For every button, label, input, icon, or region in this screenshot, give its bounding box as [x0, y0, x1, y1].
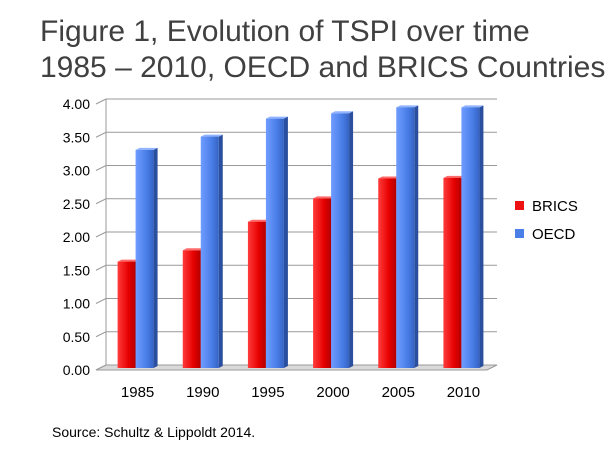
bar-brics-1995: [247, 221, 266, 368]
y-tick-label: 0.50: [63, 329, 90, 345]
bar-top-oecd: [396, 105, 419, 108]
legend-label-brics: BRICS: [532, 198, 578, 215]
bar-top-brics: [313, 196, 336, 199]
x-tick-label: 2010: [447, 384, 480, 401]
y-tick-label: 0.00: [63, 362, 90, 378]
gridline-slant: [95, 165, 107, 171]
bar-side-oecd: [283, 116, 288, 368]
bar-side-oecd: [479, 105, 484, 368]
bar-side-oecd: [153, 147, 158, 368]
legend-label-oecd: OECD: [532, 226, 576, 243]
x-tick-label: 2005: [382, 384, 415, 401]
bar-top-oecd: [135, 147, 158, 150]
bar-side-oecd: [218, 134, 223, 368]
bar-top-oecd: [331, 111, 354, 114]
y-tick-label: 2.00: [63, 229, 90, 245]
bar-top-brics: [117, 259, 140, 262]
bar-side-oecd: [349, 111, 354, 368]
bar-top-oecd: [265, 116, 288, 119]
legend-swatch-oecd: [515, 229, 524, 238]
gridline-slant: [95, 264, 107, 271]
tick-labels: 0.00 0.50 1.00 1.50 2.00 2.50 3.00 3.50 4.00 1985…: [63, 96, 480, 401]
y-tick-label: 4.00: [63, 96, 90, 112]
bar-brics-2010: [443, 177, 462, 368]
bar-top-brics: [247, 219, 270, 222]
bar-top-oecd: [461, 105, 484, 108]
gridline-slant: [95, 131, 107, 138]
bar-oecd-1985: [135, 149, 154, 368]
bar-brics-1990: [182, 250, 201, 368]
chart-title-line-2: 1985 – 2010, OECD and BRICS Countries: [40, 51, 606, 84]
chart-title: Figure 1, Evolution of TSPI over time 19…: [40, 14, 606, 86]
bar-top-brics: [443, 175, 466, 178]
x-tick-label: 1990: [186, 384, 219, 401]
y-tick-label: 1.00: [63, 296, 90, 312]
legend-swatch-brics: [515, 201, 524, 210]
bar-oecd-2010: [461, 107, 480, 368]
bar-top-oecd: [200, 134, 223, 137]
y-tick-label: 3.50: [63, 129, 90, 145]
x-tick-label: 1985: [121, 384, 154, 401]
bar-oecd-2005: [396, 107, 415, 368]
y-tick-label: 1.50: [63, 262, 90, 278]
bar-oecd-1995: [265, 118, 284, 368]
x-tick-label: 2000: [316, 384, 349, 401]
gridline-slant: [95, 198, 107, 205]
gridline-slant: [95, 331, 107, 338]
bar-top-brics: [378, 176, 401, 179]
bar-brics-2000: [313, 198, 332, 368]
chart-title-line-1: Figure 1, Evolution of TSPI over time: [40, 15, 530, 48]
bar-brics-2005: [378, 178, 397, 368]
bar-oecd-2000: [331, 113, 350, 368]
gridline-slant: [95, 98, 107, 105]
y-tick-label: 2.50: [63, 196, 90, 212]
bar-top-brics: [182, 248, 205, 251]
bars: [117, 105, 484, 368]
gridlines: [95, 98, 497, 371]
gridline-slant: [95, 231, 107, 238]
x-tick-label: 1995: [251, 384, 284, 401]
gridline-slant: [95, 298, 107, 304]
bar-brics-1985: [117, 261, 136, 368]
source-note: Source: Schultz & Lippoldt 2014.: [52, 424, 256, 440]
bar-side-oecd: [414, 105, 419, 368]
y-tick-label: 3.00: [63, 163, 90, 179]
bar-oecd-1990: [200, 136, 219, 368]
legend: BRICS OECD: [515, 198, 578, 243]
